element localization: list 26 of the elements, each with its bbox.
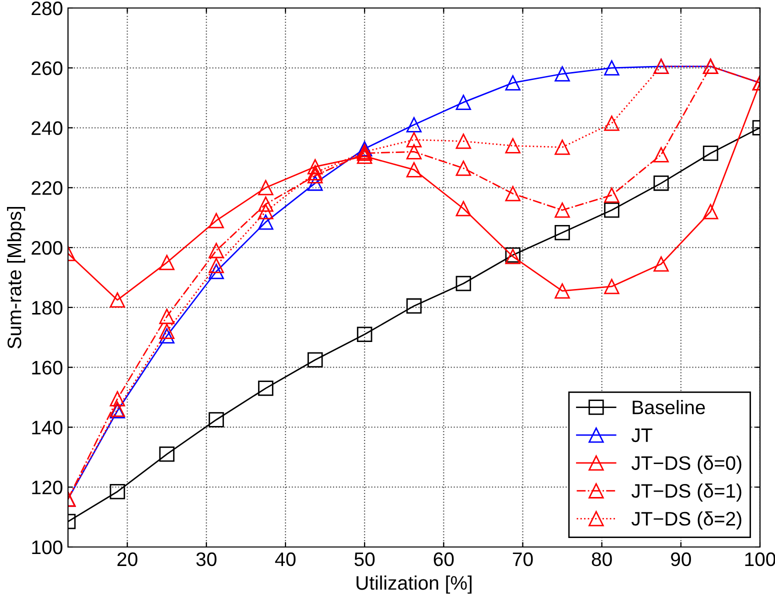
x-axis-title: Utilization [%] <box>356 576 472 594</box>
y-tick-label: 280 <box>32 1 62 16</box>
y-tick-label: 140 <box>32 420 62 434</box>
y-tick-label: 220 <box>32 181 62 195</box>
legend-label: Baseline <box>632 400 705 414</box>
legend-label: JT <box>631 428 652 442</box>
x-tick-label: 50 <box>354 552 375 566</box>
x-tick-label: 30 <box>196 552 216 566</box>
y-tick-label: 100 <box>32 540 62 554</box>
x-tick-label: 80 <box>592 552 612 566</box>
x-tick-label: 70 <box>512 552 533 566</box>
x-tick-label: 100 <box>745 552 775 566</box>
y-axis-title: Sum-rate [Mbps] <box>7 207 26 348</box>
x-tick-label: 90 <box>671 552 691 566</box>
legend-label: JT−DS (δ=2) <box>631 511 742 530</box>
legend-label: JT−DS (δ=0) <box>631 456 742 474</box>
y-tick-label: 260 <box>32 61 62 76</box>
y-tick-label: 200 <box>32 241 62 255</box>
y-tick-label: 240 <box>32 121 62 136</box>
x-tick-label: 60 <box>434 552 454 566</box>
y-tick-label: 160 <box>32 360 62 375</box>
x-tick-label: 40 <box>275 552 296 566</box>
y-tick-label: 120 <box>32 480 62 494</box>
y-tick-label: 180 <box>32 300 62 315</box>
legend-label: JT−DS (δ=1) <box>631 484 742 502</box>
x-tick-label: 20 <box>117 552 138 566</box>
